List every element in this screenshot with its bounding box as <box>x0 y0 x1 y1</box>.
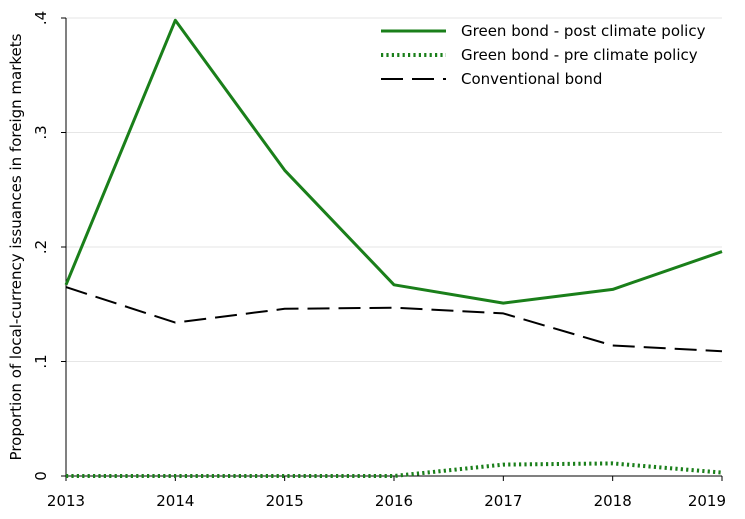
x-tick-label-4: 2017 <box>484 492 522 510</box>
y-tick-label-0: 0 <box>32 471 50 481</box>
x-tick-label-1: 2014 <box>156 492 194 510</box>
legend-label-0: Green bond - post climate policy <box>461 22 706 40</box>
series-line-2 <box>65 286 723 353</box>
legend: Green bond - post climate policy Green bo… <box>381 22 706 88</box>
series-line-0 <box>64 18 723 305</box>
gridlines <box>66 17 722 477</box>
y-tick-label-1: .1 <box>32 354 50 368</box>
y-tick-label-2: .2 <box>32 240 50 254</box>
axes: 0 .1 .2 .3 .4 2013 2014 2015 2016 2017 2018 2019 <box>32 11 726 510</box>
series-line-1 <box>66 461 723 478</box>
x-tick-label-3: 2016 <box>375 492 413 510</box>
x-tick-label-5: 2018 <box>594 492 632 510</box>
x-tick-label-6: 2019 <box>688 492 726 510</box>
y-tick-label-3: .3 <box>32 125 50 139</box>
series-lines <box>64 18 723 478</box>
legend-label-1: Green bond - pre climate policy <box>461 46 698 64</box>
x-tick-label-2: 2015 <box>266 492 304 510</box>
legend-label-2: Conventional bond <box>461 70 602 88</box>
y-axis-title: Proportion of local-currency issuances i… <box>7 33 25 460</box>
x-tick-label-0: 2013 <box>47 492 85 510</box>
y-tick-label-4: .4 <box>32 11 50 25</box>
